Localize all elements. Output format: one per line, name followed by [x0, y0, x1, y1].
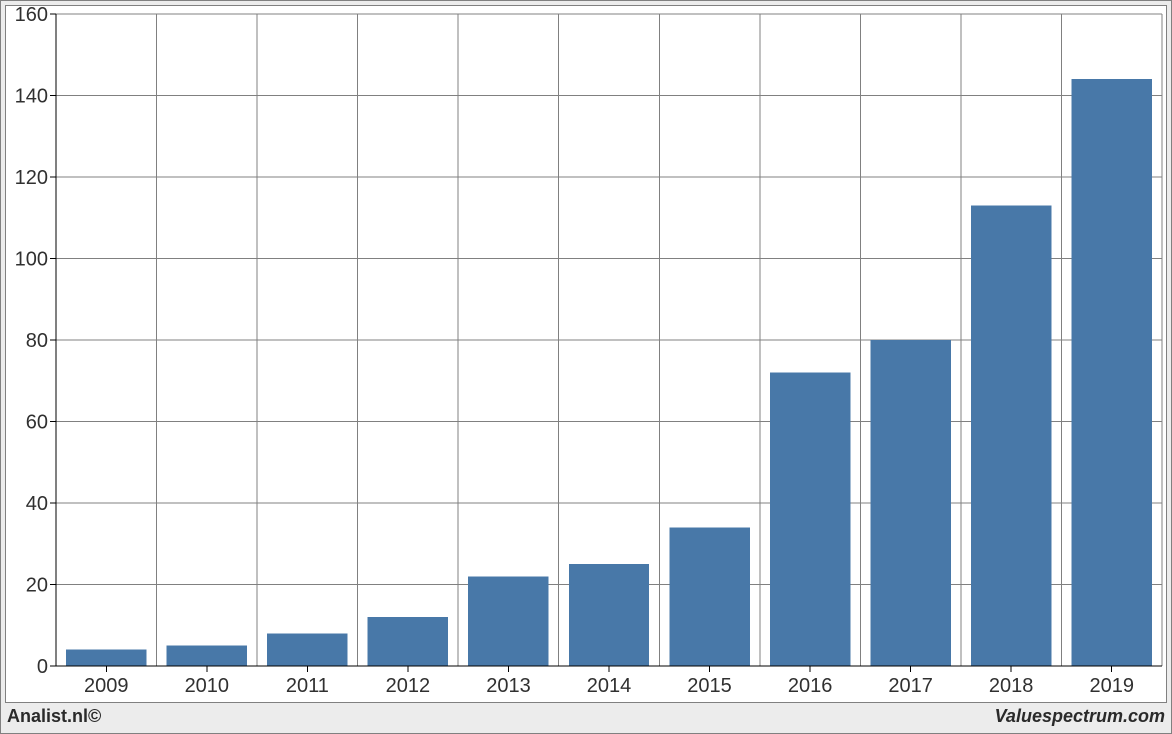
x-tick-label: 2010 [185, 675, 230, 697]
y-tick-label: 40 [26, 493, 48, 515]
bar-2010 [167, 646, 247, 666]
bar-2009 [66, 650, 146, 666]
bar-2011 [267, 633, 347, 666]
y-tick-label: 120 [15, 167, 48, 189]
x-tick-label: 2013 [486, 675, 531, 697]
y-tick-label: 80 [26, 330, 48, 352]
x-tick-label: 2018 [989, 675, 1034, 697]
bar-2019 [1072, 79, 1152, 666]
bar-2018 [971, 206, 1051, 666]
bar-2016 [770, 373, 850, 666]
x-tick-label: 2019 [1089, 675, 1134, 697]
y-tick-label: 140 [15, 86, 48, 108]
bar-2012 [368, 617, 448, 666]
y-tick-label: 0 [37, 656, 48, 678]
y-tick-label: 160 [15, 6, 48, 26]
bar-2015 [669, 527, 749, 666]
chart-container: 0 20 40 60 80 100 120 140 160 2009 2010 2011 2012 201… [0, 0, 1172, 734]
chart-area: 0 20 40 60 80 100 120 140 160 2009 2010 2011 2012 201… [5, 5, 1167, 703]
x-tick-label: 2012 [386, 675, 431, 697]
bar-2013 [468, 576, 548, 666]
footer-right-label: Valuespectrum.com [995, 706, 1165, 727]
y-tick-label: 20 [26, 575, 48, 597]
footer-left-label: Analist.nl© [7, 706, 101, 727]
footer: Analist.nl© Valuespectrum.com [5, 703, 1167, 729]
x-tick-label: 2015 [687, 675, 732, 697]
x-tick-label: 2011 [286, 675, 329, 697]
x-tick-label: 2009 [84, 675, 129, 697]
y-tick-label: 100 [15, 249, 48, 271]
y-tick-label: 60 [26, 412, 48, 434]
x-tick-label: 2016 [788, 675, 833, 697]
bar-chart: 0 20 40 60 80 100 120 140 160 2009 2010 2011 2012 201… [6, 6, 1166, 702]
bar-2014 [569, 564, 649, 666]
x-tick-label: 2017 [888, 675, 933, 697]
x-tick-label: 2014 [587, 675, 632, 697]
bar-2017 [870, 340, 950, 666]
